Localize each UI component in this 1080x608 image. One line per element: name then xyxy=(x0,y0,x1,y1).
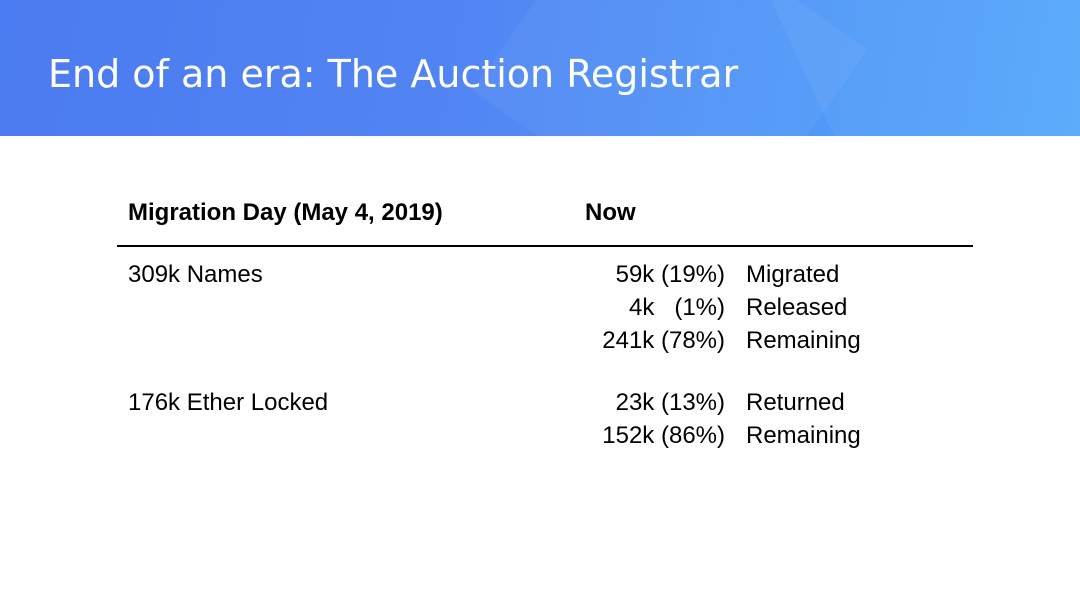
row-value: 241k (78%) xyxy=(602,327,725,354)
row-value: 23k (13%) xyxy=(615,389,725,416)
header-migration-day: Migration Day (May 4, 2019) xyxy=(128,199,443,226)
row-value: 4k (1%) xyxy=(628,294,725,321)
title-banner: End of an era: The Auction Registrar xyxy=(0,0,1080,136)
group-label-ether: 176k Ether Locked xyxy=(128,389,329,416)
row-value: 152k (86%) xyxy=(602,422,725,449)
header-divider xyxy=(117,245,973,247)
row-status: Migrated xyxy=(746,261,840,288)
row-status: Remaining xyxy=(746,422,861,449)
row-status: Returned xyxy=(746,389,845,416)
row-status: Released xyxy=(746,294,848,321)
header-now: Now xyxy=(585,199,636,226)
slide-title: End of an era: The Auction Registrar xyxy=(48,52,739,96)
row-value: 59k (19%) xyxy=(615,261,725,288)
group-label-names: 309k Names xyxy=(128,261,263,288)
row-status: Remaining xyxy=(746,327,861,354)
